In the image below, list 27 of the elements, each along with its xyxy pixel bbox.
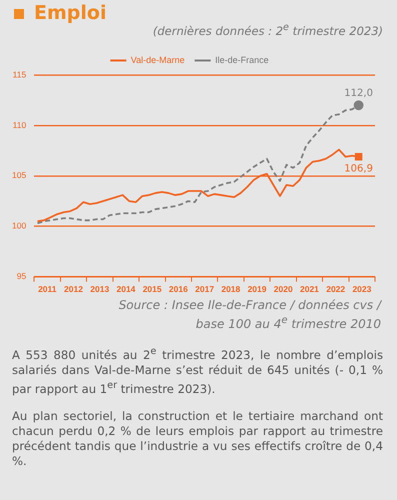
y-tick-label: 95 (16, 271, 26, 282)
x-tick-label: 2017 (195, 284, 214, 294)
legend-label: Val-de-Marne (130, 54, 185, 65)
x-tick-label: 2021 (300, 284, 320, 294)
x-tick-label: 2019 (248, 284, 267, 294)
text: Au plan sectoriel, la construction et le tertiaire marchand ont chacun perdu 0,2 % de leurs emplois par rapport au trimestre précédent tandis que l’industrie a vu ses effectifs croître de 0,4 %. (12, 408, 383, 469)
x-tick-label: 2013 (90, 284, 110, 294)
x-tick-label: 2015 (142, 284, 162, 294)
y-tick-label: 105 (12, 170, 26, 180)
x-tick-label: 2016 (168, 284, 188, 294)
data-label: 112,0 (344, 88, 373, 99)
chart-title: Emploi (34, 2, 106, 24)
legend-label: Ile-de-France (215, 54, 269, 65)
text: A 553 880 unités au 2$^{e}$ trimestre 2023, le nombre d’emplois salariés dans Val-de-Marne s’est réduit de 645 unités (- 0,1 % par rapport au 1$^{er}$ trimestre 2023). (12, 345, 383, 397)
x-tick-label: 2014 (116, 284, 136, 294)
x-tick-label: 2011 (38, 284, 57, 294)
x-tick-label: 2018 (221, 284, 241, 294)
source-note: Source : Insee Ile-de-France / données cvs / base 100 au 4$^{e}$ trimestre 2010 (118, 298, 381, 332)
data-label: 106,9 (344, 163, 373, 174)
x-tick-label: 2012 (64, 284, 84, 294)
x-tick-label: 2020 (274, 284, 293, 294)
x-tick-label: 2023 (352, 284, 372, 294)
chart-subtitle: (dernières données : 2$^{e}$ trimestre 2023) (152, 22, 383, 38)
y-tick-label: 110 (12, 120, 26, 130)
y-tick-label: 100 (12, 220, 26, 231)
x-tick-label: 2022 (326, 284, 346, 294)
y-tick-label: 115 (12, 69, 26, 80)
